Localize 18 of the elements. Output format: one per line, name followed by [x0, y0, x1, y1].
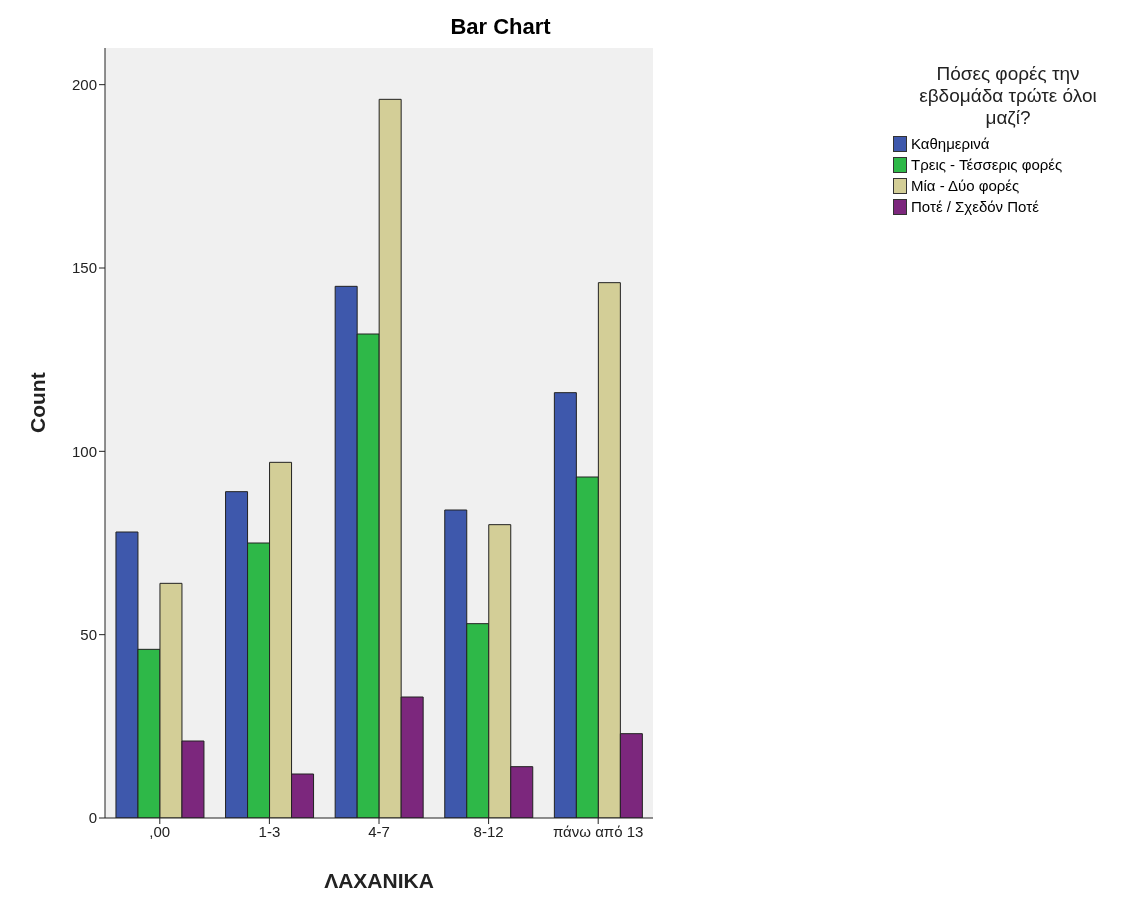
x-tick-label: 1-3 — [258, 822, 281, 840]
legend-label: Καθημερινά — [911, 135, 990, 152]
legend-label: Τρεις - Τέσσερις φορές — [911, 156, 1063, 173]
y-tick-label: 200 — [71, 75, 97, 93]
x-axis-title: ΛΑΧΑΝΙΚΑ — [324, 869, 434, 892]
y-tick-label: 0 — [88, 809, 97, 827]
legend-label: Μία - Δύο φορές — [911, 177, 1020, 194]
legend-title: Πόσες φορές την εβδομάδα τρώτε όλοι μαζί? — [918, 63, 1098, 129]
x-tick-label: ,00 — [149, 822, 171, 840]
y-axis-title: Count — [26, 372, 50, 433]
y-tick-label: 150 — [71, 259, 97, 277]
x-tick-label: πάνω από 13 — [553, 822, 644, 840]
x-tick-label: 4-7 — [368, 822, 390, 840]
y-tick-label: 50 — [80, 625, 97, 643]
y-tick-label: 100 — [71, 442, 97, 460]
x-tick-label: 8-12 — [473, 822, 504, 840]
legend-label: Ποτέ / Σχεδόν Ποτέ — [911, 198, 1039, 215]
chart-title: Bar Chart — [449, 14, 552, 40]
